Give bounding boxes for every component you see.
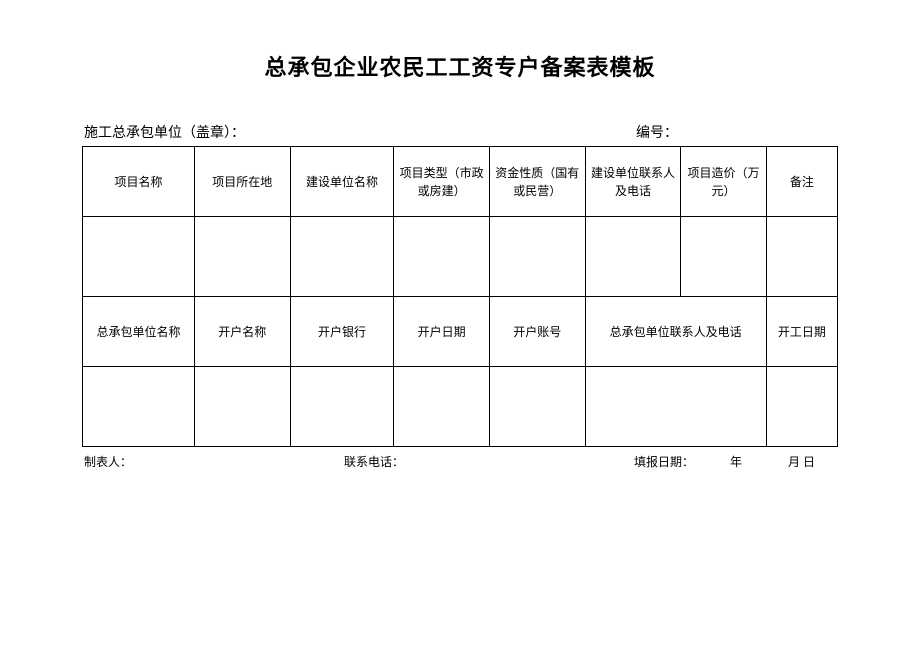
col-contractor-contact: 总承包单位联系人及电话	[585, 297, 766, 367]
date-prefix: 填报日期：	[634, 453, 694, 470]
table-data-row-1	[83, 217, 838, 297]
col-fund-nature: 资金性质（国有或民营）	[489, 147, 585, 217]
cell-project-cost	[681, 217, 766, 297]
col-project-type: 项目类型（市政或房建）	[394, 147, 490, 217]
table-data-row-2	[83, 367, 838, 447]
contractor-stamp-label: 施工总承包单位（盖章）：	[84, 122, 636, 142]
header-labels: 施工总承包单位（盖章）： 编号：	[82, 122, 838, 142]
cell-fund-nature	[489, 217, 585, 297]
col-account-number: 开户账号	[489, 297, 585, 367]
col-contractor-name: 总承包单位名称	[83, 297, 195, 367]
footer-labels: 制表人： 联系电话： 填报日期： 年 月 日	[82, 453, 838, 470]
cell-project-type	[394, 217, 490, 297]
cell-start-date	[766, 367, 837, 447]
cell-account-number	[489, 367, 585, 447]
cell-construction-unit	[290, 217, 394, 297]
col-construction-contact: 建设单位联系人及电话	[585, 147, 681, 217]
col-project-name: 项目名称	[83, 147, 195, 217]
col-bank: 开户银行	[290, 297, 394, 367]
preparer-label: 制表人：	[84, 453, 344, 470]
cell-remarks	[766, 217, 837, 297]
serial-number-label: 编号：	[636, 122, 836, 142]
cell-bank	[290, 367, 394, 447]
cell-contractor-name	[83, 367, 195, 447]
month-day-label: 月 日	[788, 453, 815, 470]
page-title: 总承包企业农民工工资专户备案表模板	[82, 50, 838, 82]
date-label: 填报日期： 年 月 日	[604, 453, 836, 470]
table-header-row-2: 总承包单位名称 开户名称 开户银行 开户日期 开户账号 总承包单位联系人及电话 …	[83, 297, 838, 367]
cell-project-location	[194, 217, 290, 297]
col-account-name: 开户名称	[194, 297, 290, 367]
phone-label: 联系电话：	[344, 453, 604, 470]
cell-account-name	[194, 367, 290, 447]
cell-project-name	[83, 217, 195, 297]
filing-table: 项目名称 项目所在地 建设单位名称 项目类型（市政或房建） 资金性质（国有或民营…	[82, 146, 838, 447]
table-header-row-1: 项目名称 项目所在地 建设单位名称 项目类型（市政或房建） 资金性质（国有或民营…	[83, 147, 838, 217]
col-construction-unit: 建设单位名称	[290, 147, 394, 217]
col-remarks: 备注	[766, 147, 837, 217]
col-start-date: 开工日期	[766, 297, 837, 367]
cell-open-date	[394, 367, 490, 447]
year-label: 年	[730, 453, 742, 470]
col-project-location: 项目所在地	[194, 147, 290, 217]
cell-contractor-contact	[585, 367, 766, 447]
cell-construction-contact	[585, 217, 681, 297]
col-open-date: 开户日期	[394, 297, 490, 367]
col-project-cost: 项目造价（万元）	[681, 147, 766, 217]
